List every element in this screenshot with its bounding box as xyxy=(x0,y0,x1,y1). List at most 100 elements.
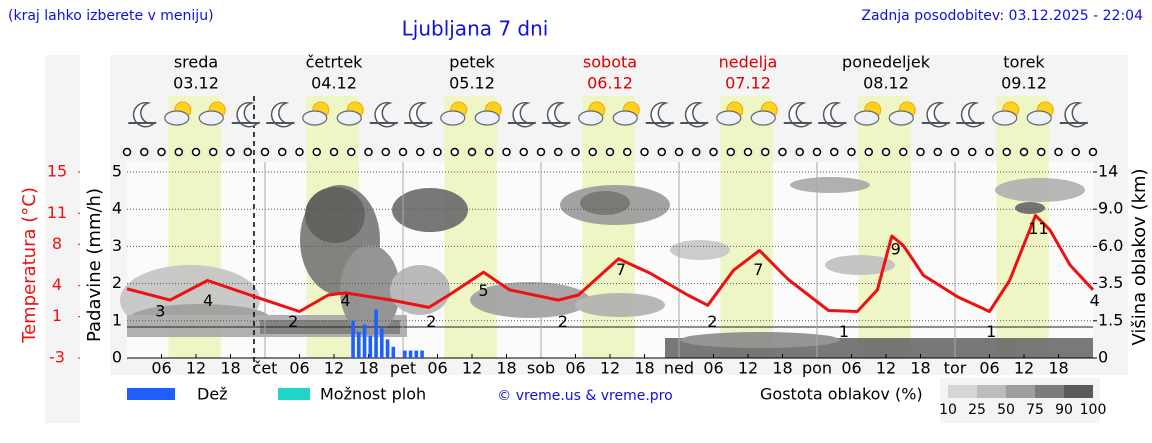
day-name: petek xyxy=(449,53,495,72)
note: (kraj lahko izberete v meniju) xyxy=(8,8,214,24)
precip-bar xyxy=(357,331,361,358)
x-tick-label: 18 xyxy=(634,359,654,378)
x-tick-label: tor xyxy=(944,359,967,378)
x-tick-label: čet xyxy=(253,359,278,378)
wind-calm xyxy=(571,147,580,157)
wind-calm xyxy=(1088,147,1098,157)
x-tick-label: 06 xyxy=(841,359,861,378)
wind-calm xyxy=(588,147,597,157)
temperature-label: 7 xyxy=(753,260,763,279)
y2-tick-label: 9.0 xyxy=(1098,199,1123,218)
y-tick-label: 0 xyxy=(112,348,122,367)
x-tick-label: pon xyxy=(802,359,832,378)
cloud-legend-swatch xyxy=(1006,385,1035,398)
wind-calm xyxy=(295,147,304,157)
wind-calm xyxy=(174,147,183,157)
cloud-legend-swatch xyxy=(1064,385,1093,398)
wind-calm xyxy=(364,147,373,157)
x-tick-label: 12 xyxy=(462,359,482,378)
temperature-tick-label: 8 xyxy=(52,234,62,253)
cloud-icon xyxy=(612,110,638,126)
wind-calm xyxy=(1037,147,1046,157)
x-tick-label: 06 xyxy=(565,359,585,378)
daylight-band xyxy=(720,96,773,358)
moon-icon xyxy=(650,101,675,128)
x-tick-label: 06 xyxy=(289,359,309,378)
x-tick-label: 06 xyxy=(151,359,171,378)
temperature-label: 11 xyxy=(1028,219,1048,238)
cloud-legend-level: 75 xyxy=(1026,402,1044,418)
wind-calm xyxy=(433,147,442,157)
cloud-icon xyxy=(336,110,362,126)
wind-calm xyxy=(674,147,684,157)
wind-calm xyxy=(191,147,201,157)
day-date: 05.12 xyxy=(449,74,495,93)
wind-calm xyxy=(536,147,546,157)
y-tick-label: 2 xyxy=(112,273,122,292)
cloud-icon xyxy=(474,110,500,126)
cloud-icon xyxy=(578,110,604,126)
cloud-icon xyxy=(198,110,224,126)
daylight-band xyxy=(582,96,635,358)
moon-icon xyxy=(1064,101,1089,128)
wind-calm xyxy=(1002,147,1011,157)
wind-calm xyxy=(657,147,666,157)
precip-bar xyxy=(380,328,384,358)
temperature-axis-label: Temperatura (°C) xyxy=(19,187,40,344)
wind-calm xyxy=(1071,147,1080,157)
cloud-legend-level: 25 xyxy=(968,402,986,418)
day-date: 06.12 xyxy=(587,74,633,93)
day-name: torek xyxy=(1003,53,1045,72)
temperature-label: 2 xyxy=(558,312,568,331)
day-date: 04.12 xyxy=(311,74,357,93)
x-tick-label: 12 xyxy=(186,359,206,378)
precip-bar xyxy=(414,350,419,358)
x-tick-label: 06 xyxy=(979,359,999,378)
legend-label: Dež xyxy=(197,385,228,404)
x-tick-label: 18 xyxy=(220,359,240,378)
cloud-legend-level: 100 xyxy=(1080,402,1107,418)
cloud-icon xyxy=(302,110,328,126)
wind-calm xyxy=(692,147,701,157)
moon-icon xyxy=(926,101,951,128)
cloud-icon xyxy=(992,110,1018,126)
moon-icon xyxy=(960,101,985,128)
cloud-icon xyxy=(1026,110,1052,126)
wind-calm xyxy=(830,147,839,157)
wind-calm xyxy=(416,147,425,157)
temperature-tick-label: 4 xyxy=(52,275,62,294)
wind-calm xyxy=(157,147,166,157)
wind-calm xyxy=(761,147,770,157)
wind-calm xyxy=(519,147,528,157)
wind-calm xyxy=(640,147,649,157)
updated: Zadnja posodobitev: 03.12.2025 - 22:04 xyxy=(861,8,1143,24)
wind-calm xyxy=(778,147,787,157)
wind-calm xyxy=(485,147,494,157)
x-tick-label: 06 xyxy=(427,359,447,378)
wind-calm xyxy=(1054,147,1063,157)
y-tick-label: 4 xyxy=(112,199,122,218)
x-tick-label: 18 xyxy=(496,359,516,378)
x-tick-label: 12 xyxy=(324,359,344,378)
x-tick-label: pet xyxy=(390,359,416,378)
cloud-legend-level: 90 xyxy=(1055,402,1073,418)
precip-bar xyxy=(374,309,378,358)
legend-label: Možnost ploh xyxy=(320,385,426,404)
temperature-label: 1 xyxy=(839,322,849,341)
moon-icon xyxy=(132,101,157,128)
wind-calm xyxy=(795,147,804,157)
cloud-legend-swatch xyxy=(977,385,1006,398)
x-tick-label: sob xyxy=(527,359,555,378)
wind-calm xyxy=(312,147,321,157)
day-date: 03.12 xyxy=(173,74,219,93)
day-name: sreda xyxy=(174,53,218,72)
wind-calm xyxy=(743,147,753,157)
cloud-legend-title: Gostota oblakov (%) xyxy=(760,385,923,404)
temperature-tick-label: 15 xyxy=(47,162,67,181)
wind-calm xyxy=(381,147,390,157)
wind-calm xyxy=(933,147,942,157)
daylight-band xyxy=(996,96,1049,358)
moon-icon xyxy=(374,101,399,128)
day-date: 08.12 xyxy=(863,74,909,93)
y2-axis-label: Višina oblakov (km) xyxy=(1129,168,1150,345)
